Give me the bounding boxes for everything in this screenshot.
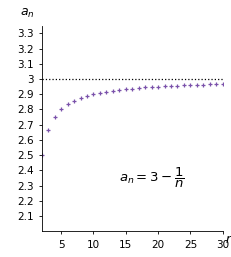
X-axis label: $n$: $n$ — [225, 233, 231, 246]
Y-axis label: $a_n$: $a_n$ — [20, 6, 34, 20]
Text: $a_n = 3 - \dfrac{1}{n}$: $a_n = 3 - \dfrac{1}{n}$ — [118, 166, 184, 190]
